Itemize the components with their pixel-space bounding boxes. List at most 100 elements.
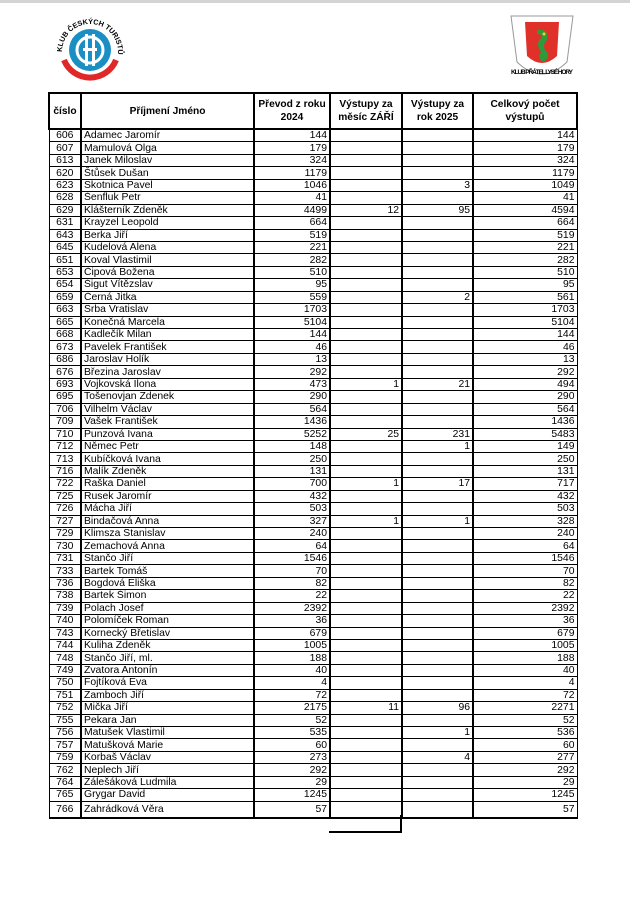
table-row: 673 Pavelek František 46 46 <box>48 340 578 354</box>
member-number: 757 <box>48 738 82 752</box>
member-number: 739 <box>48 601 82 616</box>
september-ascents <box>329 278 403 292</box>
table-row: 757 Matušková Marie 60 60 <box>48 738 578 752</box>
total-ascents: 22 <box>472 589 578 603</box>
year-2025-ascents: 17 <box>401 477 474 491</box>
total-ascents: 2392 <box>472 601 578 616</box>
year-2025-ascents <box>401 216 474 230</box>
september-ascents <box>329 626 403 640</box>
september-ascents <box>329 725 403 740</box>
september-ascents <box>329 601 403 616</box>
transfer-2024: 535 <box>253 725 331 740</box>
total-ascents: 510 <box>472 265 578 280</box>
member-number: 751 <box>48 688 82 703</box>
table-row: 606 Adamec Jaromír 144 144 <box>48 128 578 143</box>
table-row: 620 Štůsek Dušan 1179 1179 <box>48 166 578 180</box>
year-2025-ascents <box>401 452 474 466</box>
total-ascents: 29 <box>472 775 578 790</box>
transfer-2024: 188 <box>253 651 331 665</box>
member-number: 645 <box>48 240 82 255</box>
year-2025-ascents: 1 <box>401 514 474 529</box>
table-row: 744 Kuliha Zdeněk 1005 1005 <box>48 638 578 653</box>
transfer-2024: 273 <box>253 750 331 765</box>
total-ascents: 564 <box>472 402 578 417</box>
year-2025-ascents: 21 <box>401 377 474 392</box>
september-ascents <box>329 589 403 603</box>
total-ascents: 494 <box>472 377 578 392</box>
september-ascents <box>329 539 403 553</box>
member-name: Kubíčková Ivana <box>80 452 255 466</box>
total-ascents: 432 <box>472 489 578 504</box>
transfer-2024: 290 <box>253 390 331 404</box>
member-name: Kuliha Zdeněk <box>80 638 255 653</box>
transfer-2024: 70 <box>253 564 331 578</box>
september-ascents <box>329 216 403 230</box>
transfer-2024: 144 <box>253 128 331 143</box>
viewer-top-bar <box>0 0 630 3</box>
member-name: Vašek František <box>80 415 255 429</box>
total-ascents: 1005 <box>472 638 578 653</box>
table-row: 693 Vojkovská Ilona 473 1 21 494 <box>48 377 578 392</box>
member-number: 709 <box>48 415 82 429</box>
september-ascents <box>329 340 403 354</box>
table-row: 695 Tošenovjan Zdenek 290 290 <box>48 390 578 404</box>
september-ascents <box>329 676 403 690</box>
member-name: Kadlečík Milan <box>80 327 255 342</box>
member-number: 725 <box>48 489 82 504</box>
total-ascents: 46 <box>472 340 578 354</box>
transfer-2024: 2392 <box>253 601 331 616</box>
total-ascents: 188 <box>472 651 578 665</box>
september-ascents <box>329 750 403 765</box>
transfer-2024: 5252 <box>253 427 331 441</box>
september-ascents <box>329 800 403 819</box>
table-row: 709 Vašek František 1436 1436 <box>48 415 578 429</box>
transfer-2024: 292 <box>253 365 331 379</box>
september-ascents <box>329 614 403 628</box>
year-2025-ascents <box>401 713 474 728</box>
member-name: Vilhelm Václav <box>80 402 255 417</box>
september-ascents <box>329 327 403 342</box>
year-2025-ascents <box>401 327 474 342</box>
member-number: 710 <box>48 427 82 441</box>
table-row: 712 Němec Petr 148 1 149 <box>48 439 578 454</box>
member-number: 676 <box>48 365 82 379</box>
transfer-2024: 60 <box>253 738 331 752</box>
september-ascents <box>329 663 403 678</box>
kct-logo: KLUB ČESKÝCH TURISTŮ <box>55 17 126 81</box>
transfer-2024: 473 <box>253 377 331 392</box>
total-ascents: 324 <box>472 153 578 168</box>
september-ascents <box>329 576 403 591</box>
member-name: Grygar David <box>80 788 255 802</box>
transfer-2024: 13 <box>253 352 331 367</box>
member-number: 673 <box>48 340 82 354</box>
table-row: 722 Raška Daniel 700 1 17 717 <box>48 477 578 491</box>
year-2025-ascents <box>401 415 474 429</box>
empty-cell-border <box>329 831 402 833</box>
total-ascents: 149 <box>472 439 578 454</box>
transfer-2024: 324 <box>253 153 331 168</box>
year-2025-ascents <box>401 352 474 367</box>
member-name: Bindačová Anna <box>80 514 255 529</box>
transfer-2024: 519 <box>253 228 331 242</box>
member-name: Mácha Jiří <box>80 502 255 516</box>
member-number: 606 <box>48 128 82 143</box>
september-ascents <box>329 452 403 466</box>
september-ascents: 25 <box>329 427 403 441</box>
member-number: 750 <box>48 676 82 690</box>
september-ascents: 1 <box>329 477 403 491</box>
year-2025-ascents <box>401 278 474 292</box>
year-2025-ascents <box>401 128 474 143</box>
year-2025-ascents <box>401 601 474 616</box>
header-year-2025: Výstupy za rok 2025 <box>401 92 474 130</box>
member-number: 764 <box>48 775 82 790</box>
year-2025-ascents <box>401 651 474 665</box>
september-ascents: 1 <box>329 377 403 392</box>
table-row: 631 Krayzel Leopold 664 664 <box>48 216 578 230</box>
table-row: 733 Bartek Tomáš 70 70 <box>48 564 578 578</box>
year-2025-ascents <box>401 390 474 404</box>
year-2025-ascents: 96 <box>401 701 474 715</box>
member-name: Pavelek František <box>80 340 255 354</box>
transfer-2024: 1046 <box>253 178 331 193</box>
total-ascents: 5104 <box>472 315 578 330</box>
member-name: Klášterník Zdeněk <box>80 203 255 218</box>
